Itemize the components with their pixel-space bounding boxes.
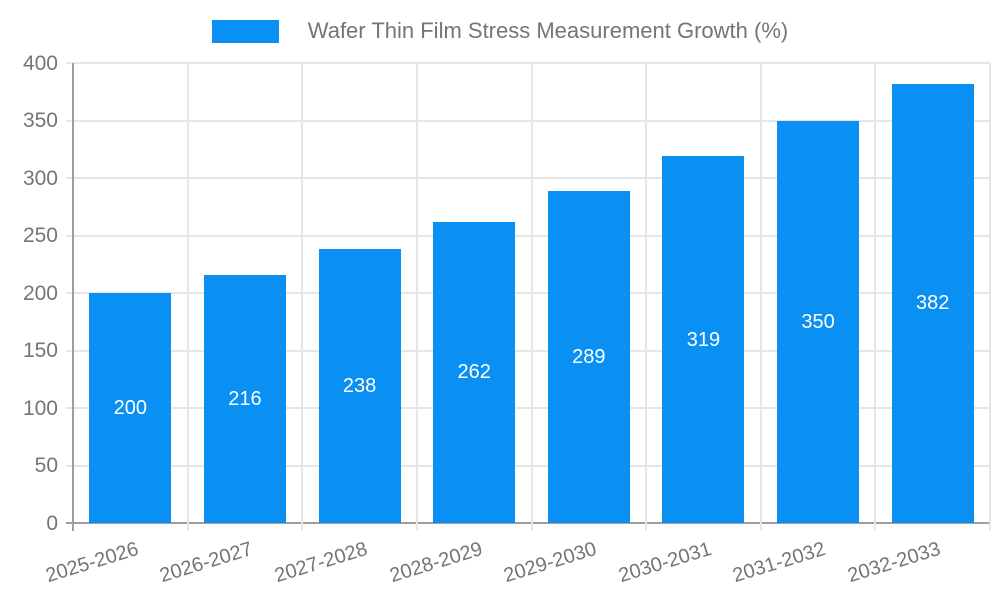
h-gridline	[66, 349, 990, 352]
bar[interactable]: 350	[777, 120, 860, 523]
legend-swatch	[211, 19, 279, 43]
y-axis-tick-label: 150	[22, 339, 58, 362]
bar-value-label: 319	[686, 328, 721, 351]
bar-value-label: 262	[457, 361, 491, 384]
bar-value-label: 238	[342, 375, 377, 398]
h-gridline	[66, 62, 990, 64]
x-axis-tick-label: 2025-2026	[42, 538, 141, 588]
bar[interactable]: 200	[89, 293, 172, 523]
v-gridline	[530, 63, 533, 531]
v-gridline	[301, 63, 304, 531]
bar-value-label: 350	[801, 310, 835, 333]
v-gridline	[645, 63, 648, 531]
y-axis-tick-label: 400	[22, 51, 58, 75]
h-gridline	[66, 119, 990, 122]
bar[interactable]: 262	[433, 221, 516, 523]
x-axis-tick-label: 2032-2033	[845, 538, 944, 588]
bar-value-label: 382	[916, 292, 950, 315]
v-gridline	[759, 63, 762, 531]
bar[interactable]: 289	[547, 190, 630, 523]
bar-value-label: 200	[113, 397, 147, 419]
x-axis-tick-label: 2026-2027	[157, 538, 256, 588]
x-axis-tick-label: 2031-2032	[730, 538, 829, 588]
h-gridline	[66, 234, 990, 237]
h-gridline	[66, 407, 990, 409]
x-axis-line	[66, 522, 990, 524]
bar[interactable]: 238	[318, 249, 401, 523]
y-axis-tick-label: 300	[22, 166, 58, 190]
bar-value-label: 289	[572, 345, 606, 368]
x-axis-tick-label: 2030-2031	[615, 538, 714, 588]
bar[interactable]: 216	[203, 274, 286, 523]
h-gridline	[66, 177, 990, 179]
y-axis-tick-label: 0	[46, 511, 58, 535]
h-gridline	[66, 292, 990, 294]
y-axis-tick-label: 50	[34, 454, 58, 477]
bar[interactable]: 319	[662, 156, 745, 523]
v-gridline	[415, 63, 418, 531]
bar-value-label: 216	[228, 387, 262, 410]
x-axis-tick-label: 2029-2030	[501, 538, 600, 588]
bar[interactable]: 382	[891, 83, 974, 523]
y-axis-tick-label: 100	[22, 396, 58, 420]
legend-label: Wafer Thin Film Stress Measurement Growt…	[307, 18, 789, 43]
v-gridline	[186, 63, 189, 531]
v-gridline	[874, 63, 877, 531]
y-axis-tick-label: 250	[22, 224, 58, 247]
y-axis-tick-label: 350	[22, 109, 58, 132]
h-gridline	[66, 464, 990, 467]
x-axis-tick-label: 2027-2028	[272, 538, 370, 588]
y-axis-line	[72, 63, 74, 531]
legend: Wafer Thin Film Stress Measurement Growt…	[0, 18, 1000, 44]
v-gridline	[989, 63, 991, 531]
x-axis-tick-label: 2028-2029	[386, 538, 485, 588]
y-axis-tick-label: 200	[22, 281, 58, 305]
